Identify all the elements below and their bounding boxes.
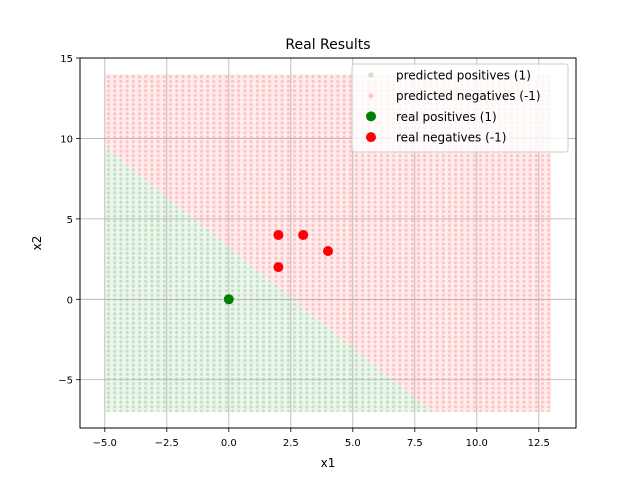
- data-points: [223, 229, 333, 305]
- x-tick-label: −2.5: [155, 438, 179, 449]
- axis-ticks: −5.0 −2.5 0.0 2.5 5.0 7.5 10.0 12.5 −5 0 5 10 15: [58, 54, 550, 449]
- x-tick-label: 10.0: [466, 438, 488, 449]
- legend-predicted-negatives-label: predicted negatives (-1): [396, 89, 541, 103]
- x-tick-label: 2.5: [283, 438, 299, 449]
- legend-real-positives-label: real positives (1): [396, 110, 497, 124]
- legend-predicted-positives-marker: [368, 72, 374, 78]
- x-tick-label: −5.0: [93, 438, 117, 449]
- x-tick-label: 12.5: [528, 438, 550, 449]
- real-positive-point: [223, 294, 234, 305]
- legend-predicted-negatives-marker: [368, 93, 374, 99]
- x-tick-label: 7.5: [407, 438, 423, 449]
- x-axis-label: x1: [321, 456, 336, 470]
- y-tick-label: −5: [58, 376, 73, 387]
- y-axis-label: x2: [30, 236, 44, 251]
- y-tick-label: 10: [60, 134, 73, 145]
- legend-box: [351, 63, 569, 153]
- legend-predicted-positives-label: predicted positives (1): [396, 69, 531, 83]
- region-predicted-positives-tint: [104, 146, 433, 412]
- real-negative-point: [323, 246, 333, 257]
- real-negative-point: [298, 229, 309, 240]
- legend-real-negatives-marker: [366, 132, 376, 143]
- real-negative-point: [273, 262, 284, 273]
- x-tick-label: 0.0: [221, 438, 237, 449]
- y-tick-label: 0: [67, 295, 73, 306]
- y-tick-label: 5: [67, 215, 73, 226]
- chart-title: Real Results: [285, 37, 370, 53]
- legend-real-positives-marker: [366, 111, 376, 122]
- x-tick-label: 5.0: [345, 438, 361, 449]
- real-negative-point: [273, 229, 284, 240]
- legend: predicted positives (1) predicted negativ…: [351, 63, 569, 153]
- y-tick-label: 15: [60, 54, 73, 65]
- axes-frame: [79, 57, 577, 429]
- legend-real-negatives-label: real negatives (-1): [396, 131, 506, 145]
- region-predicted-positives: [104, 146, 433, 412]
